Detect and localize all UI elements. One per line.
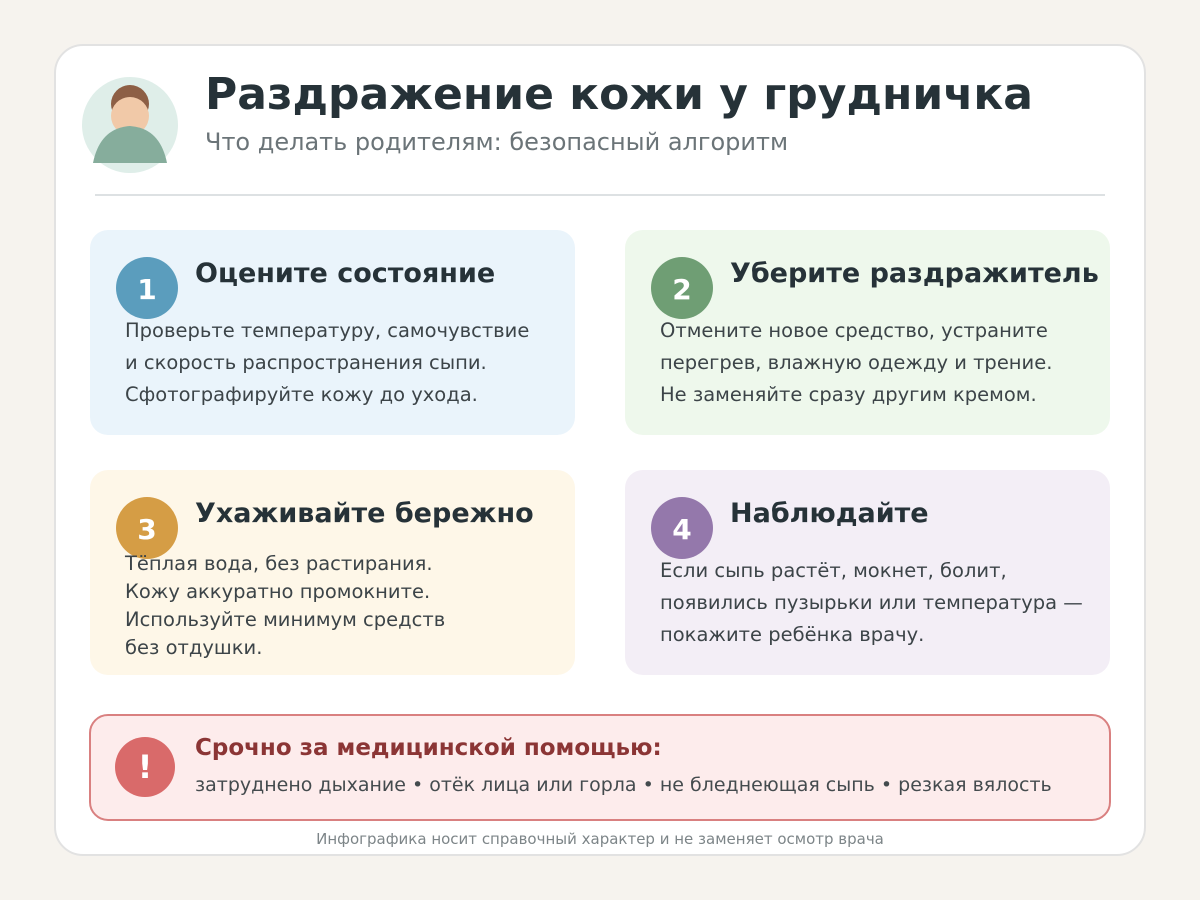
step-card [90,230,575,435]
step-text: покажите ребёнка врачу. [660,623,924,646]
step-card [90,470,575,675]
subtitle: Что делать родителям: безопасный алгорит… [205,128,788,156]
step-text: Тёплая вода, без растирания. [124,552,433,575]
alert-icon-bg [115,737,175,797]
step-number: 4 [672,513,691,546]
step-text: Проверьте температуру, самочувствие [125,319,529,342]
step-text: без отдушки. [125,636,262,659]
step-text: перегрев, влажную одежду и трение. [660,351,1052,374]
step-badge [651,257,713,319]
title: Раздражение кожи у грудничка [205,69,1033,120]
step-text: Используйте минимум средств [125,608,445,631]
alert-box [89,714,1111,821]
step-badge [116,257,178,319]
step-title: Оцените состояние [195,258,495,289]
step-text: Сфотографируйте кожу до ухода. [125,383,478,406]
step-card [625,230,1110,435]
step-text: Не заменяйте сразу другим кремом. [660,383,1037,406]
step-number: 3 [137,513,156,546]
step-badge [651,497,713,559]
step-badge [116,497,178,559]
step-text: Если сыпь растёт, мокнет, болит, [660,559,1007,582]
alert-title: Срочно за медицинской помощью: [195,735,662,761]
step-text: Кожу аккуратно промокните. [125,580,430,603]
avatar [82,77,178,173]
step-title: Наблюдайте [730,498,929,529]
step-title: Уберите раздражитель [730,258,1099,289]
alert-text: затруднено дыхание • отёк лица или горла… [195,774,1052,796]
step-number: 1 [137,273,156,306]
step-text: и скорость распространения сыпи. [125,351,487,374]
alert-icon: ! [138,748,153,786]
step-title: Ухаживайте бережно [195,498,534,529]
step-text: Отмените новое средство, устраните [660,319,1048,342]
step-card [625,470,1110,675]
step-number: 2 [672,273,691,306]
step-text: появились пузырьки или температура — [660,591,1083,614]
footer: Инфографика носит справочный характер и … [316,830,884,848]
